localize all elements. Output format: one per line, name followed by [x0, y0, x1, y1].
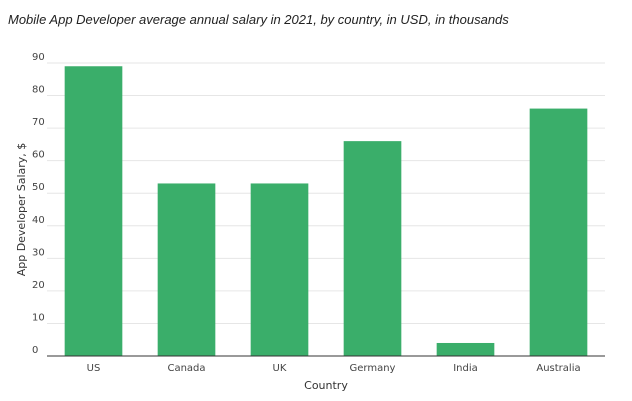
bar-india [436, 342, 495, 356]
x-tick-label: Canada [167, 363, 205, 374]
x-axis-label: Country [304, 379, 348, 392]
bar-germany [343, 141, 402, 356]
x-tick-label: UK [273, 363, 287, 374]
gridlines [47, 62, 605, 324]
y-axis-label: App Developer Salary, $ [15, 143, 28, 277]
bar-us [64, 66, 123, 356]
y-tick-labels: 0 10 20 30 40 50 60 70 80 90 [32, 52, 45, 356]
x-tick-label: Australia [536, 363, 580, 374]
bar-uk [250, 183, 309, 356]
y-tick-label: 40 [32, 215, 45, 226]
x-tick-label: Germany [350, 363, 396, 374]
bar-australia [529, 108, 588, 356]
y-tick-label: 30 [32, 247, 45, 258]
chart-title: Mobile App Developer average annual sala… [8, 12, 509, 27]
x-tick-label: India [453, 363, 478, 374]
bar-canada [157, 183, 216, 356]
y-tick-label: 70 [32, 117, 45, 128]
y-tick-label: 0 [32, 345, 38, 356]
y-tick-label: 90 [32, 52, 45, 63]
x-tick-labels: US Canada UK Germany India Australia [87, 363, 581, 374]
bars [64, 66, 588, 356]
y-tick-label: 20 [32, 280, 45, 291]
x-tick-label: US [87, 363, 101, 374]
y-tick-label: 10 [32, 312, 45, 323]
y-tick-label: 60 [32, 150, 45, 161]
y-tick-label: 80 [32, 85, 45, 96]
y-tick-label: 50 [32, 182, 45, 193]
